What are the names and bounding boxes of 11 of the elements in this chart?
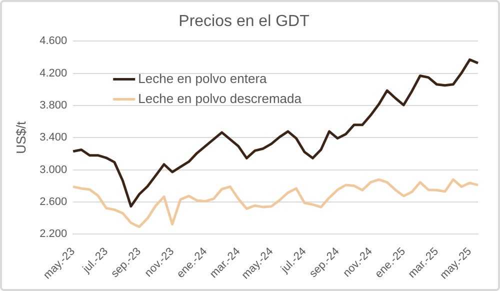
y-tick-label: 4.200 — [40, 67, 68, 80]
y-axis-title: US$/t — [13, 121, 28, 154]
y-tick-label: 2.200 — [40, 228, 68, 240]
chart-title: Precios en el GDT — [178, 13, 310, 30]
y-tick-label: 4.600 — [40, 35, 68, 48]
y-tick-label: 3.400 — [40, 132, 68, 144]
y-tick-label: 3.000 — [40, 164, 68, 176]
y-tick-label: 2.600 — [40, 196, 68, 208]
y-tick-label: 3.800 — [40, 100, 68, 112]
legend-label: Leche en polvo descremada — [138, 90, 302, 106]
legend-label: Leche en polvo entera — [138, 70, 268, 86]
